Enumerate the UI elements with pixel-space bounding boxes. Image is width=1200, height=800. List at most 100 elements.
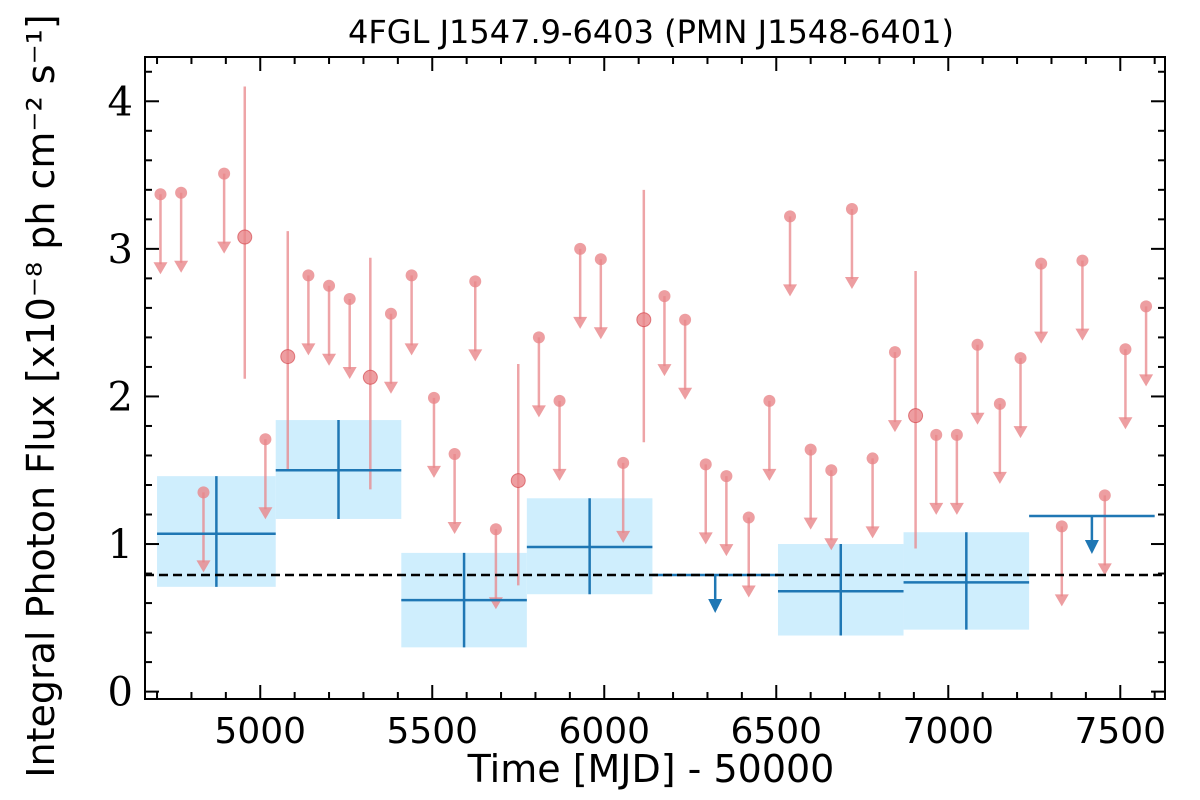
fine-upper-limit-point (175, 186, 188, 199)
axes: 5000 5500 6000 6500 7000 7500 0 1 2 3 4 (108, 56, 1166, 752)
fine-upper-limit-arrow (383, 381, 398, 394)
fine-upper-limit-point (532, 331, 545, 344)
y-tick-label: 3 (108, 227, 133, 273)
fine-detection-point (362, 369, 378, 385)
fine-upper-limit-point (699, 458, 712, 471)
x-tick-label: 5000 (214, 711, 306, 752)
fine-upper-limit-point (574, 242, 587, 255)
fine-detection-point (636, 312, 652, 328)
fine-upper-limit-arrow (992, 471, 1007, 484)
fine-detection-point (510, 473, 526, 489)
fine-upper-limit-arrow (844, 277, 859, 290)
fine-upper-limit-point (218, 167, 231, 180)
fine-upper-limit-point (950, 428, 963, 441)
fine-upper-limit-arrow (719, 544, 734, 557)
fine-upper-limit-arrow (174, 260, 189, 273)
fine-upper-limit-arrow (342, 367, 357, 380)
fine-upper-limit-point (259, 433, 272, 446)
fine-upper-limit-arrow (865, 526, 880, 539)
fine-upper-limit-point (804, 443, 817, 456)
fine-upper-limit-point (763, 394, 776, 407)
fine-upper-limit-arrow (1139, 374, 1154, 387)
fine-upper-limit-arrow (970, 412, 985, 425)
fine-upper-limit-arrow (762, 468, 777, 481)
fine-upper-limit-point (658, 290, 671, 303)
fine-upper-limit-arrow (322, 353, 337, 366)
chart-title: 4FGL J1547.9-6403 (PMN J1548-6401) (348, 13, 954, 51)
fine-upper-limit-point (448, 448, 461, 461)
fine-upper-limit-point (197, 486, 210, 499)
fine-upper-limit-arrow (803, 517, 818, 530)
fine-upper-limit-point (343, 293, 356, 306)
y-tick-label: 4 (108, 79, 133, 125)
x-tick-label: 7000 (902, 711, 994, 752)
fine-upper-limit-point (825, 464, 838, 477)
x-axis-label: Time [MJD] - 50000 (467, 747, 835, 791)
fine-upper-limit-arrow (301, 343, 316, 356)
fine-upper-limit-point (845, 203, 858, 216)
fine-upper-limit-point (1119, 343, 1132, 356)
fine-upper-limit-point (553, 394, 566, 407)
fine-upper-limit-arrow (196, 560, 211, 573)
x-tick-label: 7500 (1074, 711, 1166, 752)
fine-upper-limit-point (469, 275, 482, 288)
fine-upper-limit-arrow (552, 468, 567, 481)
x-tick-label: 6000 (558, 711, 650, 752)
fine-upper-limit-point (742, 511, 755, 524)
fine-upper-limit-point (1055, 520, 1068, 533)
fine-upper-limit-point (1035, 257, 1048, 270)
fine-detection-point (237, 229, 253, 245)
fine-detection-point (280, 349, 296, 365)
fine-upper-limit-point (971, 338, 984, 351)
fine-upper-limit-point (405, 269, 418, 282)
fine-upper-limit-arrow (929, 502, 944, 515)
fine-upper-limit-arrow (404, 343, 419, 356)
fine-upper-limit-point (679, 313, 692, 326)
y-tick-label: 1 (108, 522, 133, 568)
fine-upper-limit-point (1098, 489, 1111, 502)
fine-upper-limit-arrow (949, 502, 964, 515)
fine-upper-limit-arrow (783, 284, 798, 297)
fine-upper-limit-arrow (258, 507, 273, 520)
fine-detection-point (908, 408, 924, 424)
fine-upper-limit-point (1076, 254, 1089, 267)
fine-upper-limit-arrow (1034, 331, 1049, 344)
fine-upper-limit-arrow (153, 262, 168, 275)
fine-upper-limit-arrow (1054, 594, 1069, 607)
fine-upper-limit-arrow (573, 316, 588, 329)
coarse-upper-limit-arrow (1084, 539, 1099, 554)
fine-upper-limit-arrow (447, 522, 462, 535)
fine-upper-limit-point (302, 269, 315, 282)
y-tick-label: 2 (108, 374, 133, 420)
y-axis-label: Integral Photon Flux [x10⁻⁸ ph cm⁻² s⁻¹] (19, 14, 63, 777)
plot-area (145, 86, 1165, 648)
x-tick-label: 6500 (730, 711, 822, 752)
fine-upper-limit-arrow (531, 405, 546, 418)
fine-upper-limit-point (888, 346, 901, 359)
fine-upper-limit-arrow (468, 349, 483, 362)
fine-upper-limit-arrow (1075, 328, 1090, 341)
fine-upper-limit-point (930, 428, 943, 441)
fine-upper-limit-arrow (824, 538, 839, 551)
fine-upper-limit-arrow (657, 364, 672, 377)
fine-upper-limit-arrow (698, 532, 713, 545)
fine-upper-limit-point (784, 210, 797, 223)
fine-upper-limit-point (617, 456, 630, 469)
fine-upper-limit-arrow (1013, 426, 1028, 439)
fine-upper-limit-point (866, 452, 879, 465)
fine-upper-limit-arrow (1097, 563, 1112, 576)
fine-upper-limit-point (720, 470, 733, 483)
plot-frame (144, 56, 1166, 700)
fine-upper-limit-arrow (741, 585, 756, 598)
fine-upper-limit-arrow (616, 530, 631, 543)
y-tick-label: 0 (108, 670, 133, 716)
fine-upper-limit-point (1140, 300, 1153, 313)
fine-upper-limit-arrow (678, 387, 693, 400)
fine-upper-limit-point (323, 279, 336, 292)
fine-upper-limit-arrow (887, 420, 902, 433)
fine-upper-limit-arrow (1118, 417, 1133, 430)
fine-upper-limit-point (1014, 352, 1027, 365)
fine-upper-limit-arrow (217, 241, 232, 254)
coarse-upper-limit-arrow (708, 599, 723, 614)
